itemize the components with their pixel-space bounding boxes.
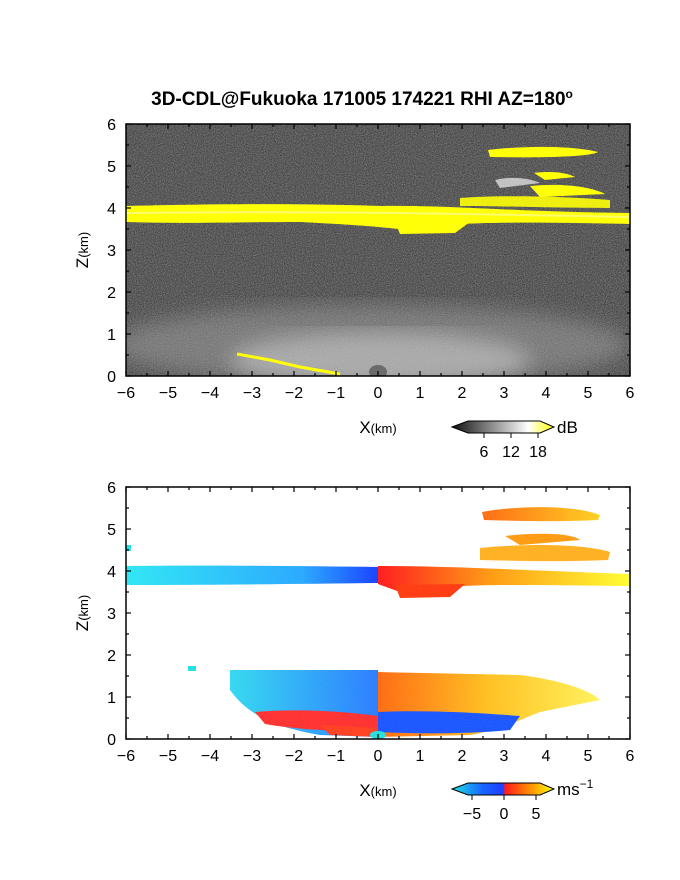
x-tick-label: −5 <box>159 748 177 765</box>
snr-colorbar-tick: 6 <box>480 444 489 461</box>
y-tick-label: 0 <box>107 369 116 386</box>
snr-colorbar: 6 12 18 dB <box>450 418 578 461</box>
x-tick-label: −2 <box>285 385 303 402</box>
x-tick-label: 6 <box>626 748 635 765</box>
x-tick-label: −3 <box>243 385 261 402</box>
y-tick-label: 6 <box>107 480 116 497</box>
x-tick-label: 1 <box>416 385 425 402</box>
x-tick-label: 4 <box>542 748 551 765</box>
x-tick-label: 5 <box>584 385 593 402</box>
snr-colorbar-unit: dB <box>557 418 578 437</box>
x-tick-label: 5 <box>584 748 593 765</box>
x-tick-label: −6 <box>117 748 135 765</box>
x-tick-label: −6 <box>117 385 135 402</box>
figure-title: 3D-CDL@Fukuoka 171005 174221 RHI AZ=180o <box>151 87 573 110</box>
x-tick-label: 2 <box>458 385 467 402</box>
x-tick-label: −4 <box>201 385 219 402</box>
y-tick-label: 3 <box>107 243 116 260</box>
snr-colorbar-tick: 12 <box>502 444 520 461</box>
x-tick-label: −2 <box>285 748 303 765</box>
velocity-colorbar-unit: ms−1 <box>557 777 594 799</box>
snr-x-label: X(km) <box>359 418 396 437</box>
x-tick-label: −1 <box>327 385 345 402</box>
velocity-y-label: Z(km) <box>73 595 92 631</box>
velocity-colorbar: −5 0 5 ms−1 <box>450 777 594 823</box>
x-tick-label: −3 <box>243 748 261 765</box>
snr-y-label: Z(km) <box>73 232 92 268</box>
velocity-axes: −6 −5 −4 −3 −2 −1 0 1 2 3 4 5 6 0 1 2 3 4 5 6 <box>107 480 634 765</box>
y-tick-label: 3 <box>107 606 116 623</box>
y-tick-label: 6 <box>107 117 116 134</box>
velocity-plot-area <box>126 487 630 739</box>
velocity-x-label: X(km) <box>359 781 396 800</box>
x-tick-label: −5 <box>159 385 177 402</box>
velocity-colorbar-tick: 5 <box>532 806 541 823</box>
x-tick-label: 6 <box>626 385 635 402</box>
snr-axes: −6 −5 −4 −3 −2 −1 0 1 2 3 4 5 6 0 1 2 3 4 5 6 <box>107 117 634 402</box>
y-tick-label: 5 <box>107 159 116 176</box>
radial-velocity-panel: −6 −5 −4 −3 −2 −1 0 1 2 3 4 5 6 0 1 2 3 4 5 6 X(km) Z(km) −… <box>73 480 635 823</box>
snr-plot-area <box>126 124 630 376</box>
x-tick-label: 1 <box>416 748 425 765</box>
velocity-colorbar-tick: 0 <box>500 806 509 823</box>
x-tick-label: 4 <box>542 385 551 402</box>
x-tick-label: 0 <box>374 385 383 402</box>
velocity-colorbar-tick: −5 <box>463 806 481 823</box>
y-tick-label: 5 <box>107 522 116 539</box>
y-tick-label: 4 <box>107 201 116 218</box>
snr-colorbar-tick: 18 <box>529 444 547 461</box>
x-tick-label: −4 <box>201 748 219 765</box>
y-tick-label: 1 <box>107 327 116 344</box>
x-tick-label: 2 <box>458 748 467 765</box>
x-tick-label: −1 <box>327 748 345 765</box>
x-tick-label: 3 <box>500 748 509 765</box>
x-tick-label: 0 <box>374 748 383 765</box>
x-tick-label: 3 <box>500 385 509 402</box>
y-tick-label: 0 <box>107 732 116 749</box>
y-tick-label: 4 <box>107 564 116 581</box>
y-tick-label: 2 <box>107 648 116 665</box>
y-tick-label: 2 <box>107 285 116 302</box>
y-tick-label: 1 <box>107 690 116 707</box>
